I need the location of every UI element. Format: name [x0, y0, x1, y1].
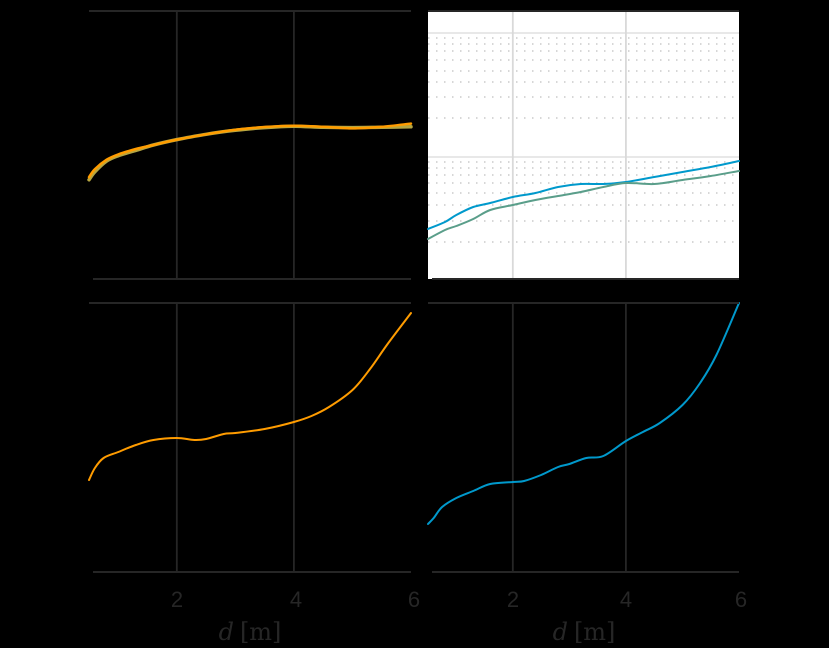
series-orange-line — [88, 312, 412, 481]
xlabel-unit: [m] — [240, 618, 281, 646]
xtick-label-2-right: 2 — [507, 587, 519, 612]
xlabel-var: d — [219, 618, 234, 646]
subplot-top-right — [427, 10, 740, 280]
series-blue-line — [427, 302, 740, 525]
xlabel-bottom-right: d [m] — [553, 618, 616, 646]
subplot-bottom-right — [427, 302, 740, 573]
xlabel-bottom-left: d [m] — [219, 618, 282, 646]
subplot-bottom-left — [88, 302, 412, 573]
plot-area — [428, 303, 739, 572]
xlabel-unit: [m] — [574, 618, 615, 646]
plot-area — [89, 11, 411, 279]
xtick-label-2-left: 2 — [171, 587, 183, 612]
plot-area — [428, 11, 739, 279]
xtick-label-4-left: 4 — [290, 587, 302, 612]
xtick-label-6-left: 6 — [408, 587, 420, 612]
subplot-top-left — [87, 10, 413, 280]
series-teal-line — [427, 170, 740, 240]
xtick-label-4-right: 4 — [620, 587, 632, 612]
plot-area — [89, 303, 411, 572]
xlabel-var: d — [553, 618, 568, 646]
series-blue-line — [427, 160, 740, 230]
xtick-label-6-right: 6 — [735, 587, 747, 612]
series-orange-line — [87, 122, 413, 179]
